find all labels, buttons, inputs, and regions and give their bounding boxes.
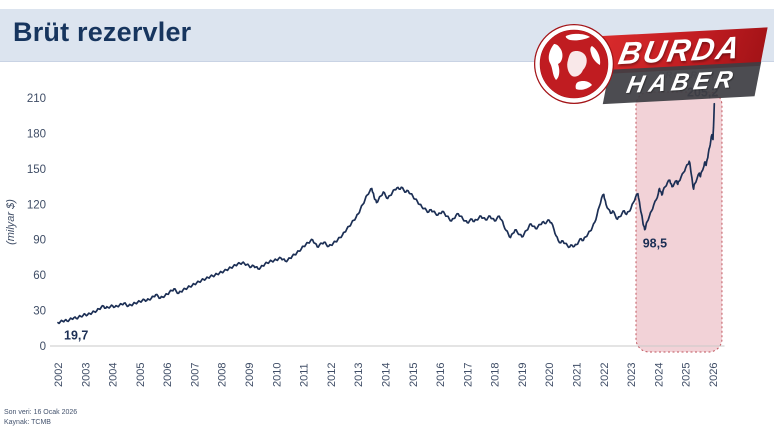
x-tick-label: 2008 (217, 363, 229, 387)
y-tick-label: 60 (33, 270, 46, 282)
globe-icon (534, 24, 614, 104)
y-tick-label: 30 (33, 306, 46, 318)
x-tick-label: 2026 (708, 363, 720, 387)
x-tick-label: 2023 (626, 363, 638, 387)
x-tick-label: 2025 (681, 363, 693, 387)
footer-last-data: Son veri: 16 Ocak 2026 (4, 409, 78, 416)
y-tick-label: 120 (27, 199, 46, 211)
x-tick-label: 2006 (162, 363, 174, 387)
x-tick-label: 2022 (599, 363, 611, 387)
x-tick-label: 2020 (544, 363, 556, 387)
y-tick-label: 180 (27, 128, 46, 140)
x-tick-label: 2004 (108, 363, 120, 387)
footer-notes: Son veri: 16 Ocak 2026 Kaynak: TCMB (4, 408, 77, 428)
y-axis-label: (milyar $) (5, 199, 17, 245)
x-tick-label: 2014 (380, 363, 392, 387)
y-tick-label: 0 (40, 341, 46, 353)
logo-haber-text: HABER (624, 65, 740, 100)
logo-haber-banner: HABER (602, 61, 762, 105)
x-tick-label: 2003 (80, 363, 92, 387)
x-tick-label: 2012 (326, 363, 338, 387)
y-tick-label: 90 (33, 235, 46, 247)
x-tick-label: 2002 (53, 363, 65, 387)
x-tick-label: 2021 (572, 363, 584, 387)
x-tick-label: 2015 (408, 363, 420, 387)
annotation-start: 19,7 (64, 329, 88, 343)
y-tick-label: 210 (27, 93, 46, 105)
chart-line (57, 102, 716, 325)
x-tick-label: 2016 (435, 363, 447, 387)
x-tick-label: 2007 (189, 363, 201, 387)
highlight-region (635, 91, 723, 353)
x-tick-label: 2010 (271, 363, 283, 387)
x-tick-label: 2009 (244, 363, 256, 387)
x-tick-label: 2018 (490, 363, 502, 387)
x-tick-label: 2005 (135, 363, 147, 387)
annotation-dip: 98,5 (643, 237, 667, 251)
page-title: Brüt rezervler (13, 17, 192, 47)
x-tick-label: 2024 (653, 363, 665, 387)
channel-logo: PROGRAM BURDA HABER (530, 22, 770, 110)
x-tick-label: 2011 (299, 363, 311, 387)
footer-source: Kaynak: TCMB (4, 419, 51, 426)
x-tick-label: 2017 (462, 363, 474, 387)
x-tick-label: 2013 (353, 363, 365, 387)
x-tick-label: 2019 (517, 363, 529, 387)
y-tick-label: 150 (27, 164, 46, 176)
